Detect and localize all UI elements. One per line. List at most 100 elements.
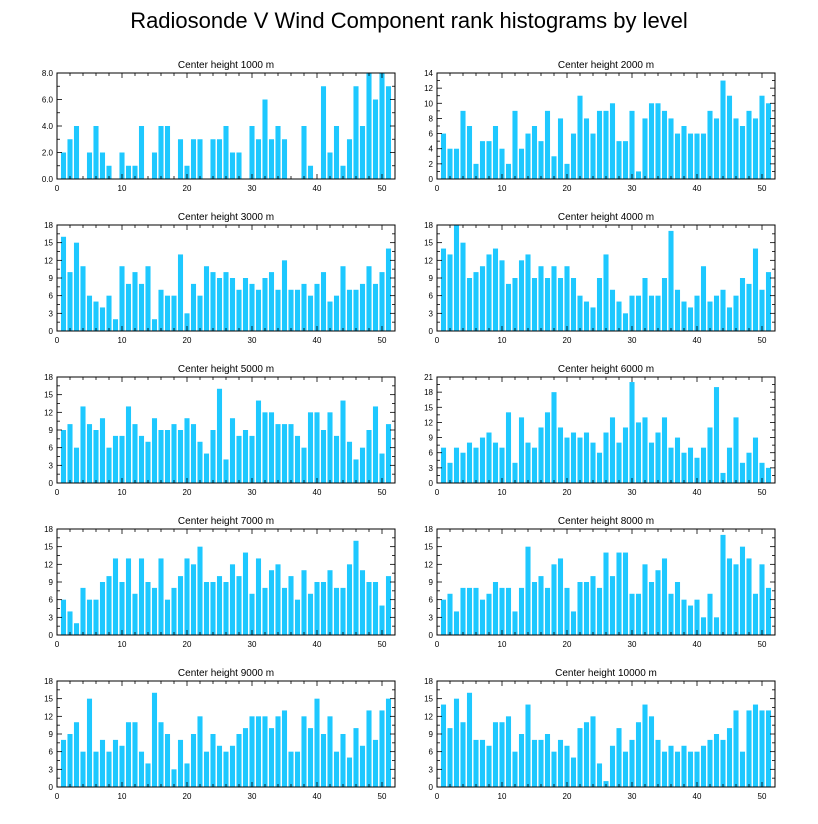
bar: [203, 751, 210, 787]
bar: [512, 611, 518, 635]
bar: [531, 126, 538, 179]
bar: [590, 307, 596, 331]
x-tick-label: 50: [378, 640, 387, 649]
bar: [262, 412, 268, 483]
bar: [596, 587, 603, 635]
x-tick-label: 10: [118, 184, 127, 193]
y-tick-label: 6: [429, 596, 434, 605]
bar: [518, 148, 525, 179]
x-tick-label: 40: [693, 792, 702, 801]
bar: [518, 260, 525, 331]
bar: [479, 599, 486, 635]
bar: [138, 751, 145, 787]
bar: [648, 295, 655, 331]
bar: [544, 278, 551, 331]
bar: [333, 126, 340, 179]
bar: [577, 437, 583, 483]
bar: [281, 710, 288, 787]
y-tick-label: 4: [429, 145, 434, 154]
bar: [151, 152, 158, 179]
bar: [635, 722, 642, 787]
bar: [765, 272, 772, 331]
bar: [372, 283, 379, 331]
x-tick-label: 30: [628, 640, 637, 649]
x-tick-label: 10: [498, 488, 507, 497]
bar: [158, 722, 164, 787]
y-tick-label: 12: [424, 256, 433, 265]
panel-title: Center height 7000 m: [178, 516, 274, 527]
bar: [164, 430, 171, 483]
bar: [210, 430, 216, 483]
bar: [93, 430, 99, 483]
y-tick-label: 3: [49, 613, 54, 622]
bar: [242, 430, 249, 483]
bar: [466, 442, 473, 483]
bar: [596, 278, 603, 331]
bar: [609, 576, 616, 635]
panel-5: Center height 5000 m 0 10 20 30 40 50 0 3 6 9 12 15 1…: [44, 364, 396, 497]
bar: [733, 710, 739, 787]
y-tick-label: 9: [49, 578, 54, 587]
bar: [275, 424, 281, 483]
bar: [486, 141, 492, 179]
bar: [486, 254, 492, 331]
bar: [655, 739, 661, 787]
x-tick-label: 0: [55, 792, 60, 801]
bar: [512, 278, 518, 331]
bar: [453, 698, 460, 787]
bar: [229, 278, 236, 331]
bar: [505, 412, 512, 483]
bar: [242, 278, 249, 331]
bar: [99, 739, 106, 787]
bar: [700, 617, 707, 635]
x-tick-label: 10: [118, 640, 127, 649]
y-tick-label: 18: [424, 221, 433, 230]
bar: [288, 289, 294, 331]
bar: [479, 739, 486, 787]
bar: [473, 163, 479, 179]
bar: [739, 546, 746, 635]
bar: [301, 126, 307, 179]
bar: [99, 582, 106, 635]
bar: [765, 467, 772, 483]
panel-4: Center height 4000 m 0 10 20 30 40 50 0 3 6 9 12 15 1…: [424, 212, 776, 345]
x-tick-label: 50: [758, 792, 767, 801]
x-tick-label: 50: [758, 640, 767, 649]
bar: [629, 110, 635, 179]
bar: [557, 118, 564, 179]
bar: [372, 99, 379, 179]
bar: [655, 570, 661, 635]
bar: [447, 728, 453, 787]
bar: [190, 139, 197, 179]
bar: [366, 73, 372, 179]
bar: [132, 722, 138, 787]
bar: [268, 728, 275, 787]
x-tick-label: 40: [693, 488, 702, 497]
bar: [752, 593, 759, 635]
bar: [661, 110, 668, 179]
bar: [590, 133, 596, 179]
bar: [314, 582, 320, 635]
bar: [132, 424, 138, 483]
bar: [385, 424, 392, 483]
bar: [216, 139, 223, 179]
bar: [249, 283, 255, 331]
bar: [668, 230, 674, 331]
x-tick-label: 50: [758, 488, 767, 497]
bar: [327, 570, 333, 635]
bar: [158, 430, 164, 483]
bar: [268, 139, 275, 179]
bar: [752, 704, 759, 787]
bar: [353, 728, 359, 787]
bar: [171, 769, 177, 787]
bar: [327, 716, 333, 787]
bar: [726, 95, 733, 179]
bar: [73, 242, 80, 331]
bar: [281, 587, 288, 635]
bar: [353, 459, 359, 483]
bar: [648, 582, 655, 635]
y-tick-label: 0: [429, 327, 434, 336]
bar: [759, 95, 765, 179]
y-tick-label: 3: [429, 613, 434, 622]
